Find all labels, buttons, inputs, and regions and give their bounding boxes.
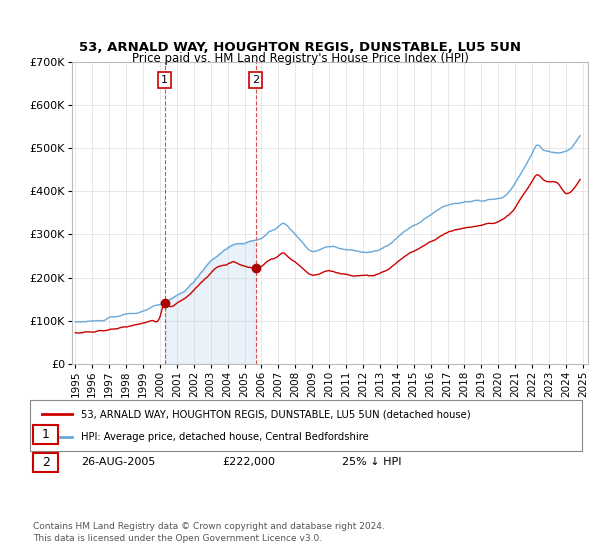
Text: HPI: Average price, detached house, Central Bedfordshire: HPI: Average price, detached house, Cent… — [81, 432, 369, 442]
Text: 25% ↓ HPI: 25% ↓ HPI — [342, 457, 401, 467]
Text: £222,000: £222,000 — [222, 457, 275, 467]
Text: 1: 1 — [161, 74, 168, 85]
Text: 2: 2 — [252, 74, 259, 85]
Text: 26-AUG-2005: 26-AUG-2005 — [81, 457, 155, 467]
Text: £141,950: £141,950 — [222, 429, 275, 439]
Text: Price paid vs. HM Land Registry's House Price Index (HPI): Price paid vs. HM Land Registry's House … — [131, 52, 469, 66]
Text: 53, ARNALD WAY, HOUGHTON REGIS, DUNSTABLE, LU5 5UN (detached house): 53, ARNALD WAY, HOUGHTON REGIS, DUNSTABL… — [81, 409, 470, 419]
Text: 1: 1 — [41, 427, 50, 441]
Text: Contains HM Land Registry data © Crown copyright and database right 2024.
This d: Contains HM Land Registry data © Crown c… — [33, 522, 385, 543]
Text: 2: 2 — [41, 455, 50, 469]
Text: 14% ↓ HPI: 14% ↓ HPI — [342, 429, 401, 439]
Text: 53, ARNALD WAY, HOUGHTON REGIS, DUNSTABLE, LU5 5UN: 53, ARNALD WAY, HOUGHTON REGIS, DUNSTABL… — [79, 41, 521, 54]
Text: 07-APR-2000: 07-APR-2000 — [81, 429, 152, 439]
